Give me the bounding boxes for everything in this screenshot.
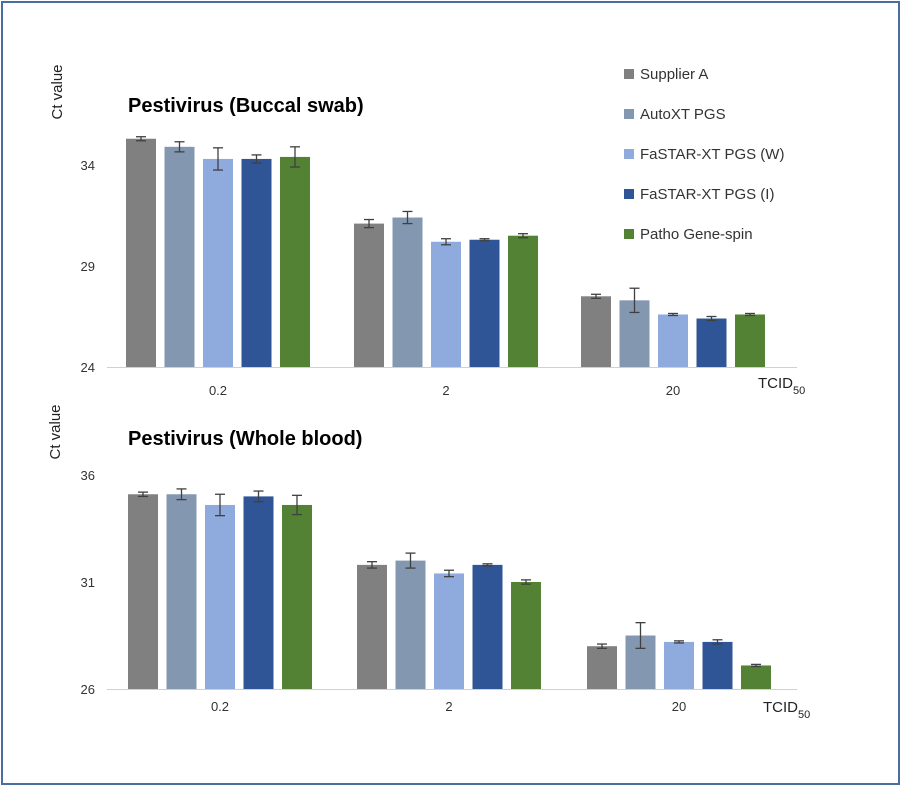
bar-patho-gene-spin-2 <box>511 582 541 689</box>
bar-supplier-a-0_2 <box>128 494 158 689</box>
bar-fastar-xt-pgs-w-2 <box>431 241 461 367</box>
x-tick-label: 2 <box>445 699 452 714</box>
bar-supplier-a-20 <box>581 296 611 367</box>
x-tick-label: 20 <box>666 383 680 398</box>
bar-fastar-xt-pgs-w-2 <box>434 573 464 689</box>
y-tick-label: 24 <box>81 360 95 375</box>
bar-supplier-a-0_2 <box>126 138 156 367</box>
legend-swatch <box>624 229 634 239</box>
legend-swatch <box>624 109 634 119</box>
bar-patho-gene-spin-20 <box>735 314 765 367</box>
bar-fastar-xt-pgs-i-20 <box>702 641 733 689</box>
legend-swatch <box>624 149 634 159</box>
x-tick-label: 2 <box>442 383 449 398</box>
bar-fastar-xt-pgs-w-0_2 <box>203 158 233 367</box>
bar-supplier-a-20 <box>587 646 617 689</box>
y-tick-label: 29 <box>81 259 95 274</box>
bar-autoxt-pgs-2 <box>392 217 423 367</box>
x-unit-subscript: 50 <box>798 709 810 721</box>
bar-fastar-xt-pgs-i-20 <box>696 318 727 367</box>
y-tick-label: 36 <box>81 468 95 483</box>
bar-fastar-xt-pgs-w-20 <box>664 641 694 689</box>
chart-title: Pestivirus (Buccal swab) <box>128 95 364 117</box>
x-tick-label: 0.2 <box>211 699 229 714</box>
x-unit-label: TCID50 <box>763 699 810 721</box>
legend-label: AutoXT PGS <box>640 106 726 123</box>
bar-fastar-xt-pgs-w-0_2 <box>205 504 235 689</box>
bar-fastar-xt-pgs-i-2 <box>472 564 503 689</box>
bar-autoxt-pgs-0_2 <box>164 146 195 367</box>
y-tick-label: 26 <box>81 682 95 697</box>
x-unit-label: TCID50 <box>758 375 805 397</box>
bar-supplier-a-2 <box>357 564 387 689</box>
bar-fastar-xt-pgs-w-20 <box>658 314 688 367</box>
bar-fastar-xt-pgs-i-2 <box>469 239 500 367</box>
x-tick-label: 0.2 <box>209 383 227 398</box>
chart-panel-1: Pestivirus (Buccal swab) Ct value 24 29 34 0.… <box>49 64 805 398</box>
bar-supplier-a-2 <box>354 223 384 367</box>
legend-label: Supplier A <box>640 66 708 83</box>
legend-swatch <box>624 189 634 199</box>
y-tick-label: 31 <box>81 575 95 590</box>
x-unit-subscript: 50 <box>793 385 805 397</box>
y-tick-label: 34 <box>81 158 95 173</box>
bar-fastar-xt-pgs-i-0_2 <box>241 158 272 367</box>
legend-label: FaSTAR-XT PGS (I) <box>640 186 774 203</box>
bar-fastar-xt-pgs-i-0_2 <box>243 496 274 689</box>
bar-patho-gene-spin-2 <box>508 235 538 367</box>
bar-autoxt-pgs-0_2 <box>166 494 197 689</box>
bar-patho-gene-spin-20 <box>741 665 771 689</box>
legend: Supplier A AutoXT PGS FaSTAR-XT PGS (W) FaS… <box>624 66 784 243</box>
legend-label: Patho Gene-spin <box>640 226 753 243</box>
y-axis-label: Ct value <box>47 404 64 459</box>
legend-swatch <box>624 69 634 79</box>
chart-panel-2: Pestivirus (Whole blood) Ct value 26 31 36 0.… <box>47 404 810 721</box>
y-axis-label: Ct value <box>49 64 66 119</box>
legend-label: FaSTAR-XT PGS (W) <box>640 146 784 163</box>
bar-patho-gene-spin-0_2 <box>280 156 310 367</box>
x-tick-label: 20 <box>672 699 686 714</box>
bar-patho-gene-spin-0_2 <box>282 504 312 689</box>
chart-title: Pestivirus (Whole blood) <box>128 428 362 450</box>
bar-autoxt-pgs-2 <box>395 560 426 689</box>
